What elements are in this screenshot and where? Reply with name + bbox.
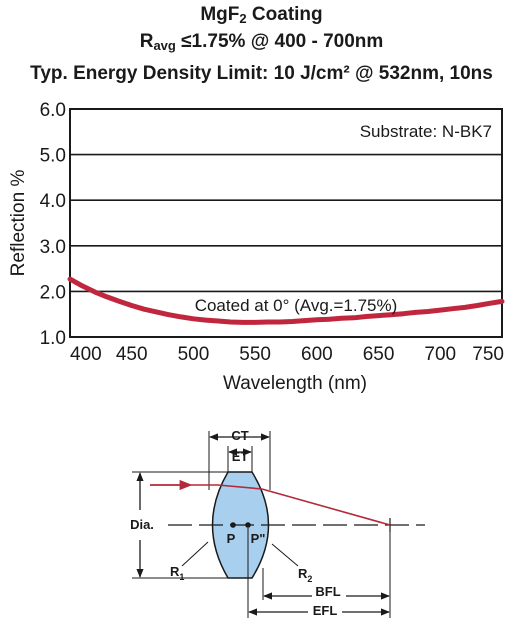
x-tick-label: 400 xyxy=(70,344,102,365)
x-tick-label: 700 xyxy=(424,344,456,365)
x-tick-labels: 400 450 500 550 600 650 700 750 xyxy=(70,344,504,365)
chart-title-line-1: MgF2 Coating xyxy=(200,4,323,26)
r2-leader xyxy=(271,543,299,567)
principal-point-p xyxy=(230,522,236,528)
y-tick-label: 4.0 xyxy=(40,191,66,212)
ct-label: CT xyxy=(231,428,248,443)
bfl-label: BFL xyxy=(315,584,340,599)
refracted-ray xyxy=(261,488,391,526)
principal-point-p-prime xyxy=(245,522,251,528)
x-axis-label: Wavelength (nm) xyxy=(223,373,367,394)
lens-diagram: CT ET Dia. P P" R1 R2 BFL EFL xyxy=(130,428,425,618)
y-tick-labels: 1.0 2.0 3.0 4.0 5.0 6.0 xyxy=(40,100,66,349)
x-tick-label: 750 xyxy=(472,344,504,365)
y-tick-label: 6.0 xyxy=(40,100,66,121)
coated-annotation: Coated at 0° (Avg.=1.75%) xyxy=(195,296,398,315)
ray-inside-lens xyxy=(217,484,263,490)
r1-leader xyxy=(181,541,209,567)
efl-label-bg xyxy=(308,603,342,617)
y-axis-label: Reflection % xyxy=(8,170,29,277)
x-tick-label: 550 xyxy=(239,344,271,365)
x-tick-label: 450 xyxy=(116,344,148,365)
efl-label: EFL xyxy=(313,603,338,618)
x-tick-label: 600 xyxy=(301,344,333,365)
substrate-annotation: Substrate: N-BK7 xyxy=(360,122,492,141)
chart-title-line-2: Ravg ≤1.75% @ 400 - 700nm xyxy=(139,31,384,53)
series-line xyxy=(67,276,505,325)
p-prime-label: P" xyxy=(251,531,266,546)
plot-frame xyxy=(69,108,503,338)
bfl-label-bg xyxy=(312,585,346,599)
x-tick-label: 500 xyxy=(178,344,210,365)
y-tick-label: 1.0 xyxy=(40,328,66,349)
grid-lines xyxy=(70,153,502,293)
x-tick-label: 650 xyxy=(363,344,395,365)
reflection-chart: 1.0 2.0 3.0 4.0 5.0 6.0 400 450 500 550 600 650 700… xyxy=(8,100,505,394)
chart-title-line-3: Typ. Energy Density Limit: 10 J/cm² @ 53… xyxy=(30,63,493,84)
dia-label: Dia. xyxy=(130,517,154,532)
et-label: ET xyxy=(232,449,249,464)
y-tick-label: 2.0 xyxy=(40,282,66,303)
p-label: P xyxy=(227,531,236,546)
y-tick-label: 3.0 xyxy=(40,237,66,258)
y-tick-label: 5.0 xyxy=(40,146,66,167)
r2-label: R2 xyxy=(298,566,312,584)
r1-label: R1 xyxy=(170,564,184,582)
